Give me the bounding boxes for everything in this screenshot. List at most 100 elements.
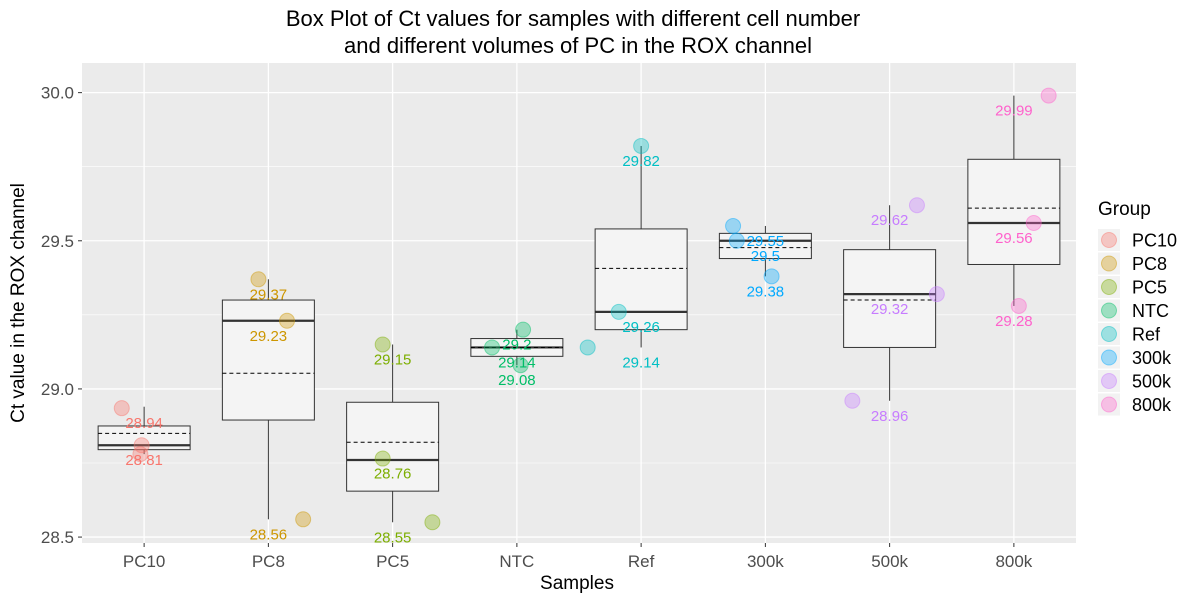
legend-label-pc10: PC10: [1132, 231, 1177, 251]
legend-key-bg-500k: [1098, 370, 1120, 392]
box-300k: [718, 225, 812, 277]
box-iqr: [967, 158, 1061, 265]
data-label-ntc: 29.14: [498, 354, 536, 371]
data-label-pc10: 28.81: [125, 452, 163, 469]
y-tick-label: 29.0: [41, 380, 74, 399]
data-label-300k: 29.55: [747, 233, 785, 250]
data-point-ref: [633, 137, 650, 154]
x-tick-label-800k: 800k: [995, 552, 1032, 571]
data-label-pc8: 29.23: [250, 328, 288, 345]
data-point-500k: [928, 286, 945, 303]
x-tick-label-ref: Ref: [628, 552, 655, 571]
data-label-ref: 29.26: [622, 319, 660, 336]
chart-title-line-1: Box Plot of Ct values for samples with d…: [286, 6, 860, 31]
data-point-500k: [908, 197, 925, 214]
x-tick-label-500k: 500k: [871, 552, 908, 571]
legend-title: Group: [1098, 199, 1151, 220]
data-point-pc5: [424, 514, 441, 531]
data-point-pc8: [279, 312, 296, 329]
legend-key-500k: [1101, 373, 1117, 389]
chart-title-line-2: and different volumes of PC in the ROX c…: [344, 33, 812, 58]
data-point-pc8: [250, 271, 267, 288]
x-tick-label-300k: 300k: [747, 552, 784, 571]
legend-label-800k: 800k: [1132, 395, 1172, 415]
box-500k: [843, 205, 937, 401]
points-layer: 28.94 28.81 29.37 29.23 28.56 29.15 28.76 28.55…: [113, 87, 1057, 546]
data-label-pc5: 28.76: [374, 466, 412, 483]
data-point-pc8: [295, 511, 312, 528]
y-tick-label: 30.0: [41, 84, 74, 103]
box-iqr: [221, 299, 315, 421]
box-pc10: [97, 406, 191, 455]
data-point-pc10: [133, 437, 150, 454]
data-label-800k: 29.56: [995, 230, 1033, 247]
box-iqr: [594, 228, 688, 331]
data-point-pc5: [374, 336, 391, 353]
x-tick-label-pc5: PC5: [376, 552, 409, 571]
box-800k: [967, 95, 1061, 306]
legend-key-bg-ntc: [1098, 299, 1120, 322]
data-label-800k: 29.28: [995, 313, 1033, 330]
data-point-500k: [844, 392, 861, 409]
data-label-500k: 29.62: [871, 212, 909, 229]
box-iqr: [346, 401, 440, 492]
data-point-ref: [579, 339, 596, 356]
data-label-pc10: 28.94: [125, 415, 163, 432]
legend-key-bg-ref: [1098, 323, 1120, 345]
data-point-800k: [1025, 215, 1042, 231]
legend-key-pc8: [1101, 255, 1117, 272]
x-axis-title: Samples: [540, 573, 614, 594]
data-label-pc5: 28.55: [374, 529, 412, 546]
data-label-ntc: 29.08: [498, 372, 536, 389]
data-label-ntc: 29.2: [502, 337, 531, 354]
y-tick-label: 28.5: [41, 528, 74, 547]
data-label-800k: 29.99: [995, 103, 1033, 120]
x-tick-label-ntc: NTC: [499, 552, 534, 571]
data-point-ref: [610, 303, 627, 320]
box-ntc: [470, 329, 564, 366]
legend-label-300k: 300k: [1132, 348, 1172, 368]
data-label-pc5: 29.15: [374, 351, 412, 368]
boxes-layer: [97, 95, 1061, 523]
box-ref: [594, 145, 688, 348]
legend-key-bg-pc8: [1098, 252, 1120, 275]
legend-key-bg-800k: [1098, 393, 1120, 416]
y-axis-title: Ct value in the ROX channel: [8, 183, 29, 423]
data-label-pc8: 29.37: [250, 286, 288, 303]
data-label-ref: 29.14: [622, 354, 660, 371]
data-point-ntc: [484, 339, 501, 356]
data-label-ref: 29.82: [622, 153, 660, 170]
x-tick-label-pc8: PC8: [252, 552, 285, 571]
legend-label-ref: Ref: [1132, 325, 1161, 345]
data-point-800k: [1040, 87, 1057, 104]
data-point-ntc: [515, 321, 532, 338]
data-point-800k: [1010, 297, 1027, 314]
data-label-pc8: 28.56: [250, 526, 288, 543]
legend-label-500k: 500k: [1132, 372, 1172, 392]
data-point-pc10: [113, 400, 130, 417]
legend-label-pc5: PC5: [1132, 278, 1167, 298]
x-tick-label-pc10: PC10: [123, 552, 166, 571]
data-point-pc10: [132, 446, 149, 463]
legend-key-ntc: [1101, 302, 1117, 319]
legend-key-pc5: [1101, 279, 1117, 295]
data-label-500k: 28.96: [871, 408, 909, 425]
data-label-300k: 29.5: [751, 248, 780, 265]
axes-layer: 28.5 29.0 29.5 30.0 PC10 PC8 PC5 NTC Ref 300k 500k…: [41, 84, 1033, 571]
legend-key-bg-300k: [1098, 346, 1120, 369]
box-pc8: [221, 279, 315, 520]
data-point-300k: [728, 232, 745, 249]
legend-key-bg-pc10: [1098, 229, 1120, 251]
box-iqr: [843, 249, 937, 348]
data-point-300k: [725, 217, 742, 234]
y-tick-label: 29.5: [41, 232, 74, 251]
legend-key-800k: [1101, 396, 1117, 413]
data-point-ntc: [512, 357, 529, 374]
data-point-300k: [763, 268, 780, 285]
legend: Group PC10 PC8 PC5 NTC Ref 300k 500k 800k: [1098, 199, 1177, 416]
legend-label-pc8: PC8: [1132, 254, 1167, 274]
legend-key-ref: [1101, 326, 1117, 342]
legend-key-bg-pc5: [1098, 276, 1120, 298]
box-iqr: [97, 425, 191, 451]
